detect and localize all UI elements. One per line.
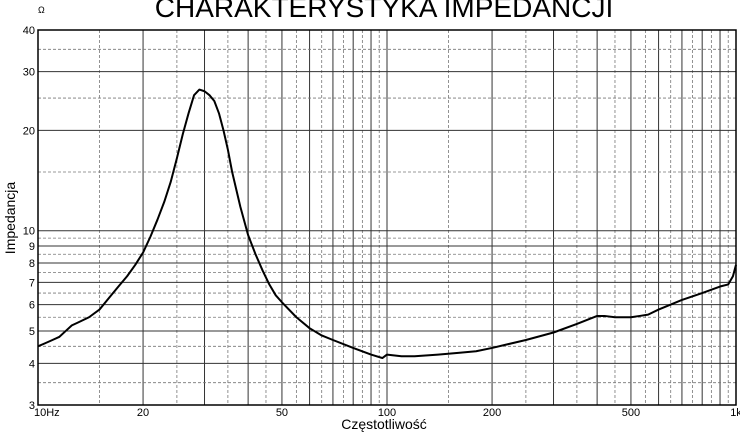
x-tick-label: 200 bbox=[483, 407, 501, 419]
y-tick-label: 7 bbox=[29, 277, 35, 289]
x-tick-label: 1k bbox=[730, 407, 740, 419]
y-tick-label: 10 bbox=[23, 226, 35, 238]
y-tick-label: 4 bbox=[29, 358, 35, 370]
y-tick-label: 20 bbox=[23, 125, 35, 137]
y-tick-label: 9 bbox=[29, 241, 35, 253]
x-tick-label: 500 bbox=[622, 407, 640, 419]
y-unit-label: Ω bbox=[38, 5, 45, 15]
chart-title: CHARAKTERYSTYKA IMPEDANCJI bbox=[155, 0, 613, 23]
curve-layer bbox=[37, 88, 737, 360]
impedance-curve bbox=[37, 88, 737, 360]
y-axis-label: Impedancja bbox=[2, 182, 18, 255]
x-tick-label: 100 bbox=[378, 407, 396, 419]
y-tick-label: 3 bbox=[29, 400, 35, 412]
y-tick-label: 8 bbox=[29, 258, 35, 270]
y-tick-label: 30 bbox=[23, 67, 35, 79]
x-axis-label: Częstotliwość bbox=[341, 416, 427, 432]
tick-labels: 10Hz 20 50 100 200 500 1k 3 4 5 6 7 8 9 10 20 30 40 bbox=[23, 25, 740, 419]
y-tick-label: 5 bbox=[29, 326, 35, 338]
x-tick-label: 20 bbox=[137, 407, 149, 419]
x-tick-label: 50 bbox=[276, 407, 288, 419]
y-tick-label: 6 bbox=[29, 300, 35, 312]
plot-frame bbox=[37, 29, 737, 406]
grid bbox=[37, 29, 737, 406]
y-tick-label: 40 bbox=[23, 25, 35, 37]
x-tick-label: 10Hz bbox=[34, 407, 60, 419]
